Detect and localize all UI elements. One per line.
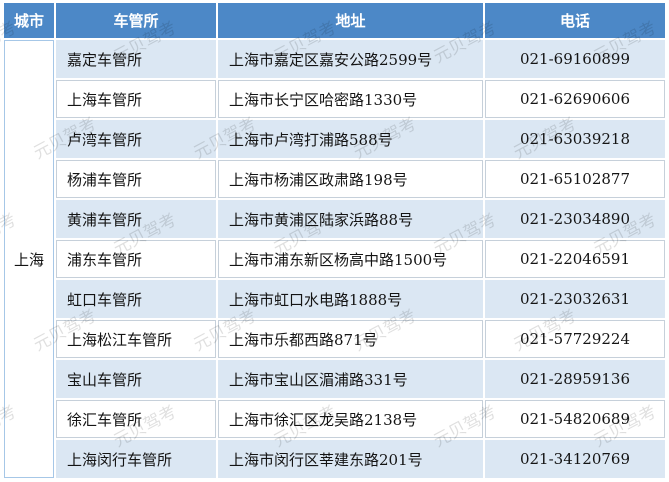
table-row: 浦东车管所 上海市浦东新区杨高中路1500号 021-22046591 xyxy=(4,240,665,278)
address-cell: 上海市乐都西路871号 xyxy=(218,320,483,358)
office-cell: 浦东车管所 xyxy=(56,240,216,278)
phone-cell: 021-23032631 xyxy=(485,280,665,318)
address-cell: 上海市长宁区哈密路1330号 xyxy=(218,80,483,118)
phone-cell: 021-23034890 xyxy=(485,200,665,238)
phone-cell: 021-65102877 xyxy=(485,160,665,198)
phone-cell: 021-28959136 xyxy=(485,360,665,398)
table-row: 上海车管所 上海市长宁区哈密路1330号 021-62690606 xyxy=(4,80,665,118)
office-cell: 上海车管所 xyxy=(56,80,216,118)
address-cell: 上海市嘉定区嘉安公路2599号 xyxy=(218,40,483,78)
table-row: 卢湾车管所 上海市卢湾打浦路588号 021-63039218 xyxy=(4,120,665,158)
office-cell: 杨浦车管所 xyxy=(56,160,216,198)
office-cell: 宝山车管所 xyxy=(56,360,216,398)
phone-cell: 021-69160899 xyxy=(485,40,665,78)
table-row: 徐汇车管所 上海市徐汇区龙吴路2138号 021-54820689 xyxy=(4,400,665,438)
phone-cell: 021-63039218 xyxy=(485,120,665,158)
phone-cell: 021-57729224 xyxy=(485,320,665,358)
office-cell: 虹口车管所 xyxy=(56,280,216,318)
office-cell: 卢湾车管所 xyxy=(56,120,216,158)
office-cell: 嘉定车管所 xyxy=(56,40,216,78)
header-city: 城市 xyxy=(4,3,54,38)
table-row: 宝山车管所 上海市宝山区湄浦路331号 021-28959136 xyxy=(4,360,665,398)
address-cell: 上海市虹口水电路1888号 xyxy=(218,280,483,318)
office-cell: 徐汇车管所 xyxy=(56,400,216,438)
table-row: 上海闵行车管所 上海市闵行区莘建东路201号 021-34120769 xyxy=(4,440,665,478)
address-cell: 上海市闵行区莘建东路201号 xyxy=(218,440,483,478)
phone-cell: 021-54820689 xyxy=(485,400,665,438)
header-address: 地址 xyxy=(218,3,483,38)
phone-cell: 021-22046591 xyxy=(485,240,665,278)
office-cell: 上海松江车管所 xyxy=(56,320,216,358)
phone-cell: 021-62690606 xyxy=(485,80,665,118)
office-cell: 上海闵行车管所 xyxy=(56,440,216,478)
table-row: 虹口车管所 上海市虹口水电路1888号 021-23032631 xyxy=(4,280,665,318)
address-cell: 上海市浦东新区杨高中路1500号 xyxy=(218,240,483,278)
address-cell: 上海市宝山区湄浦路331号 xyxy=(218,360,483,398)
address-cell: 上海市杨浦区政肃路198号 xyxy=(218,160,483,198)
office-cell: 黄浦车管所 xyxy=(56,200,216,238)
table-row: 上海松江车管所 上海市乐都西路871号 021-57729224 xyxy=(4,320,665,358)
address-cell: 上海市黄浦区陆家浜路88号 xyxy=(218,200,483,238)
address-cell: 上海市卢湾打浦路588号 xyxy=(218,120,483,158)
table-row: 杨浦车管所 上海市杨浦区政肃路198号 021-65102877 xyxy=(4,160,665,198)
address-cell: 上海市徐汇区龙吴路2138号 xyxy=(218,400,483,438)
header-phone: 电话 xyxy=(485,3,665,38)
table-row: 黄浦车管所 上海市黄浦区陆家浜路88号 021-23034890 xyxy=(4,200,665,238)
phone-cell: 021-34120769 xyxy=(485,440,665,478)
table-row: 上海 嘉定车管所 上海市嘉定区嘉安公路2599号 021-69160899 xyxy=(4,40,665,478)
header-office: 车管所 xyxy=(56,3,216,38)
header-row: 城市 车管所 地址 电话 xyxy=(4,3,665,38)
city-cell: 上海 xyxy=(4,40,54,478)
